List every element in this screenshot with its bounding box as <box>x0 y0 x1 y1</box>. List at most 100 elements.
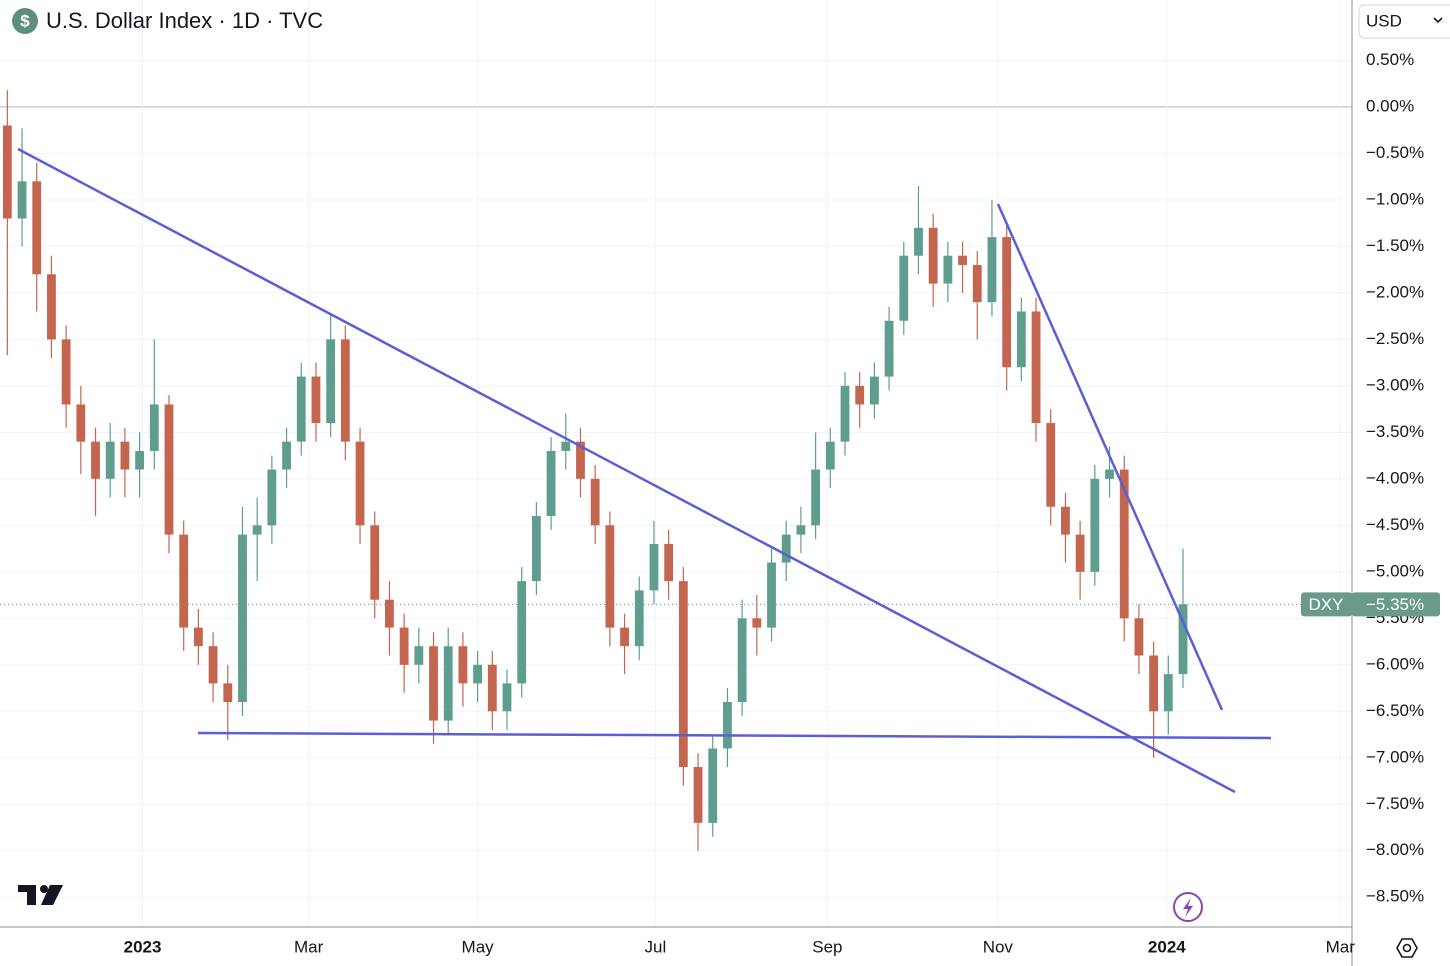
y-tick-label: −7.00% <box>1366 747 1424 766</box>
candle-body <box>781 534 791 563</box>
candle-body <box>987 237 997 303</box>
candle-body <box>767 562 776 628</box>
y-tick-label: −2.50% <box>1366 329 1424 348</box>
candle-body <box>1178 604 1188 675</box>
candle-body <box>1016 311 1026 368</box>
settings-icon[interactable] <box>1396 938 1418 958</box>
y-tick-label: −5.00% <box>1366 561 1424 580</box>
candle-body <box>634 590 644 647</box>
candle-body <box>429 646 438 721</box>
candle-body <box>855 385 865 405</box>
y-tick-label: −4.50% <box>1366 515 1424 534</box>
candle-body <box>928 227 938 284</box>
candle-body <box>340 339 350 442</box>
y-tick-label: −8.50% <box>1366 887 1424 906</box>
trendline[interactable] <box>197 731 1272 740</box>
candle-body <box>91 441 100 479</box>
candle-body <box>884 320 894 377</box>
candle-body <box>1031 311 1041 424</box>
candle-body <box>1163 674 1173 712</box>
candle-body <box>296 376 306 442</box>
y-tick-label: −6.50% <box>1366 701 1424 720</box>
candle-body <box>811 469 821 526</box>
currency-dropdown[interactable] <box>1358 4 1450 39</box>
candle-body <box>208 646 218 684</box>
candle-body <box>149 404 159 451</box>
candle-body <box>1119 469 1129 619</box>
candle-body <box>590 478 600 526</box>
symbol-tag <box>1301 592 1352 617</box>
candle-body <box>1149 655 1159 712</box>
candle-body <box>899 255 909 321</box>
candle-body <box>1075 534 1085 572</box>
dropdown-chevron <box>1433 17 1443 24</box>
candle-body <box>399 627 409 665</box>
candle-body <box>385 599 394 628</box>
candle-body <box>752 618 762 628</box>
candle-body <box>605 525 615 628</box>
x-tick-label: May <box>462 937 495 956</box>
y-tick-label: −7.50% <box>1366 794 1424 813</box>
candle-body <box>561 441 571 451</box>
symbol-tag-text: DXY <box>1309 595 1344 614</box>
symbol-icon <box>12 8 38 34</box>
candle-body <box>546 450 556 517</box>
candle-body <box>1134 618 1144 656</box>
candle-body <box>502 683 512 712</box>
y-tick-label: −6.00% <box>1366 654 1424 673</box>
trendline[interactable] <box>996 203 1224 711</box>
candle-body <box>120 441 130 470</box>
candle-body <box>193 627 203 647</box>
chart-title: U.S. Dollar Index · 1D · TVC <box>46 8 323 33</box>
y-tick-label: −0.50% <box>1366 143 1424 162</box>
candle-body <box>311 376 321 424</box>
candle-body <box>737 618 747 702</box>
candle-body <box>664 543 674 582</box>
candle-body <box>723 701 732 749</box>
y-tick-label: −2.00% <box>1366 282 1424 301</box>
candle-body <box>61 339 71 405</box>
candle-body <box>693 767 703 823</box>
candle-body <box>164 404 174 535</box>
candle-body <box>252 525 262 535</box>
y-tick-label: 0.50% <box>1366 50 1414 69</box>
candle-body <box>1061 506 1070 535</box>
candle-body <box>267 469 277 526</box>
axes: 0.50% 0.00% −0.50% −1.00% −1.50% −2.00% −2.50%… <box>124 50 1425 957</box>
x-tick-label: Sep <box>812 937 842 956</box>
candle-body <box>105 441 115 479</box>
candle-body <box>473 664 483 684</box>
x-tick-label: Jul <box>645 937 667 956</box>
candle-body <box>972 264 982 303</box>
candle-body <box>2 125 12 219</box>
candle-body <box>458 646 468 684</box>
y-tick-label: −1.50% <box>1366 236 1424 255</box>
grid <box>0 0 1352 927</box>
y-tick-label: −4.00% <box>1366 468 1424 487</box>
candle-body <box>17 181 27 219</box>
candle-body <box>487 664 497 712</box>
candle-body <box>678 581 688 768</box>
candle-body <box>326 339 336 424</box>
x-tick-label: Mar <box>294 937 324 956</box>
candle-body <box>914 227 923 256</box>
tv-logo <box>18 885 63 905</box>
candle-body <box>517 581 527 684</box>
last-price: DXY −5.35% <box>0 592 1440 617</box>
candle-body <box>840 385 850 442</box>
y-tick-label: −8.00% <box>1366 840 1424 859</box>
y-tick-label: −3.00% <box>1366 375 1424 394</box>
y-tick-label: 0.00% <box>1366 96 1414 115</box>
candle-body <box>796 525 806 535</box>
candle-body <box>135 450 145 470</box>
candle-body <box>238 534 247 702</box>
y-tick-label: −1.00% <box>1366 189 1424 208</box>
trendline[interactable] <box>17 147 1236 794</box>
candle-body <box>32 181 42 275</box>
candle-body <box>1002 237 1012 368</box>
x-tick-label: Mar <box>1326 937 1356 956</box>
candle-body <box>620 627 629 647</box>
x-tick-label: 2024 <box>1148 937 1186 956</box>
candle-body <box>943 255 953 284</box>
